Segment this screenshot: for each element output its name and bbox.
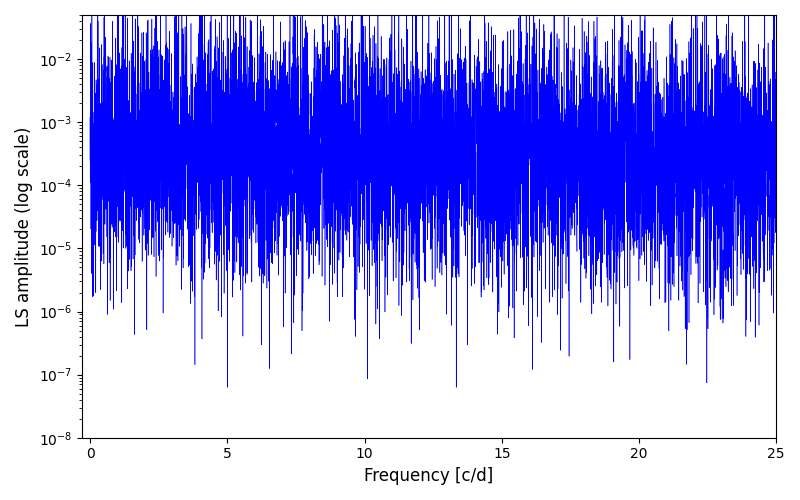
Y-axis label: LS amplitude (log scale): LS amplitude (log scale) (15, 126, 33, 326)
X-axis label: Frequency [c/d]: Frequency [c/d] (364, 467, 494, 485)
